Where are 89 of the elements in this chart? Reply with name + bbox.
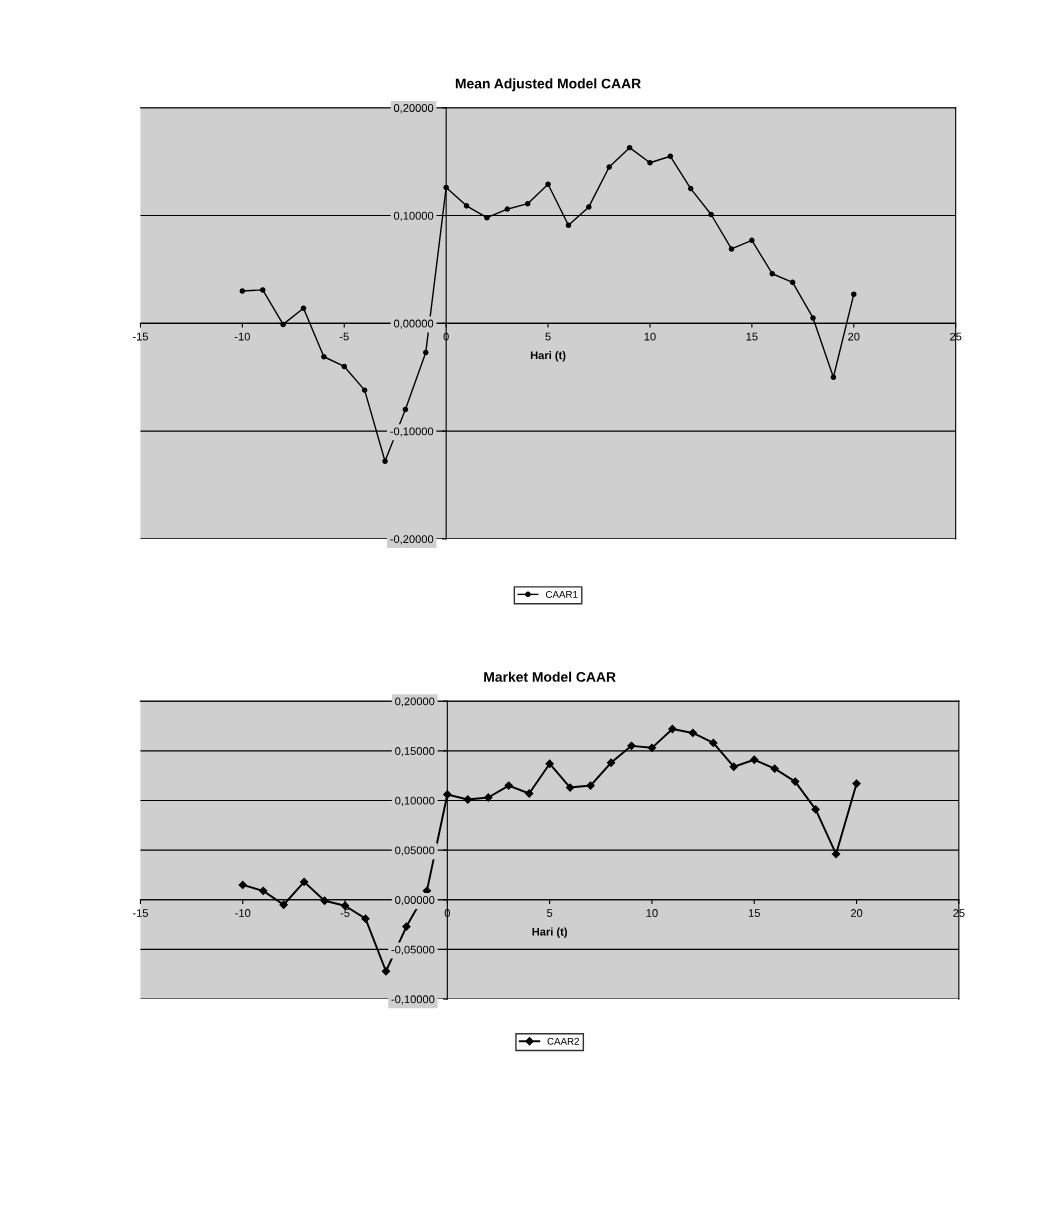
point — [586, 781, 595, 790]
point — [545, 759, 554, 768]
point — [525, 789, 534, 798]
point — [791, 777, 800, 786]
point — [239, 288, 246, 294]
legend-label: CAAR1 — [545, 591, 578, 598]
point — [750, 755, 759, 764]
point — [606, 164, 612, 170]
point — [238, 880, 247, 890]
point — [668, 724, 677, 734]
point — [545, 181, 551, 188]
point — [524, 200, 531, 207]
point — [749, 237, 755, 244]
x-axis-title: Hari (t) — [530, 351, 566, 362]
x-tick-label: 20 — [850, 909, 863, 917]
point — [687, 185, 694, 192]
legend-label: CAAR2 — [547, 1037, 579, 1045]
x-tick-label: -5 — [340, 909, 350, 917]
point — [626, 144, 633, 151]
chart-title: Mean Adjusted Model CAAR — [455, 78, 641, 92]
point — [443, 184, 449, 191]
point — [259, 886, 268, 895]
y-tick-label: 0,10000 — [395, 796, 435, 806]
y-tick-label: 0,10000 — [393, 211, 434, 222]
point — [811, 805, 820, 814]
x-tick-label: 15 — [746, 332, 758, 341]
point — [647, 743, 657, 752]
point — [423, 349, 429, 356]
x-tick-label: -15 — [132, 332, 149, 341]
point — [647, 159, 653, 166]
point — [810, 315, 816, 321]
x-tick-label: -15 — [132, 909, 149, 917]
chart-title: Market Model CAAR — [484, 671, 616, 682]
point — [320, 896, 329, 905]
x-axis-title: Hari (t) — [532, 927, 567, 938]
point — [402, 922, 411, 931]
point — [321, 353, 327, 360]
y-tick-label: 0,05000 — [395, 846, 435, 856]
point — [789, 279, 796, 286]
y-tick-label: -0,20000 — [390, 535, 434, 545]
point — [831, 849, 841, 859]
point — [850, 291, 857, 298]
point — [770, 764, 779, 773]
y-tick-label: 0,15000 — [395, 747, 435, 757]
point — [463, 203, 470, 209]
point — [361, 914, 370, 923]
x-tick-label: -5 — [339, 332, 349, 341]
y-tick-label: 0,20000 — [395, 697, 435, 707]
point — [667, 153, 674, 160]
x-tick-label: 20 — [848, 332, 860, 341]
point — [504, 781, 513, 790]
x-tick-label: 15 — [748, 909, 760, 917]
point — [382, 458, 388, 465]
x-tick-label: -10 — [234, 332, 250, 341]
point — [586, 204, 592, 210]
point — [565, 783, 575, 792]
x-tick-label: -10 — [235, 909, 251, 917]
point — [709, 738, 718, 748]
y-tick-label: -0,10000 — [391, 995, 435, 1005]
point — [830, 374, 837, 381]
x-tick-label: 5 — [547, 909, 553, 917]
point — [443, 790, 452, 799]
y-tick-label: 0,20000 — [393, 104, 434, 114]
point — [300, 305, 307, 312]
point — [729, 762, 738, 771]
point — [463, 795, 472, 804]
x-tick-label: 10 — [644, 332, 656, 341]
point — [852, 779, 861, 788]
point — [606, 758, 616, 767]
y-tick-label: -0,05000 — [391, 945, 435, 955]
point — [769, 270, 776, 277]
y-tick-label: -0,10000 — [390, 427, 434, 437]
point — [341, 363, 348, 370]
point — [728, 246, 735, 252]
y-tick-label: 0,00000 — [393, 319, 434, 329]
point — [565, 222, 572, 229]
y-tick-label: 0,00000 — [395, 896, 435, 906]
point — [299, 877, 309, 887]
point — [259, 287, 266, 293]
point — [688, 728, 698, 738]
point — [402, 406, 409, 413]
point — [361, 387, 368, 393]
point — [504, 206, 511, 212]
point — [279, 900, 288, 909]
x-tick-label: 5 — [545, 332, 551, 341]
x-tick-label: 10 — [646, 909, 658, 917]
point — [484, 793, 493, 802]
point — [381, 967, 391, 976]
point — [627, 741, 636, 750]
